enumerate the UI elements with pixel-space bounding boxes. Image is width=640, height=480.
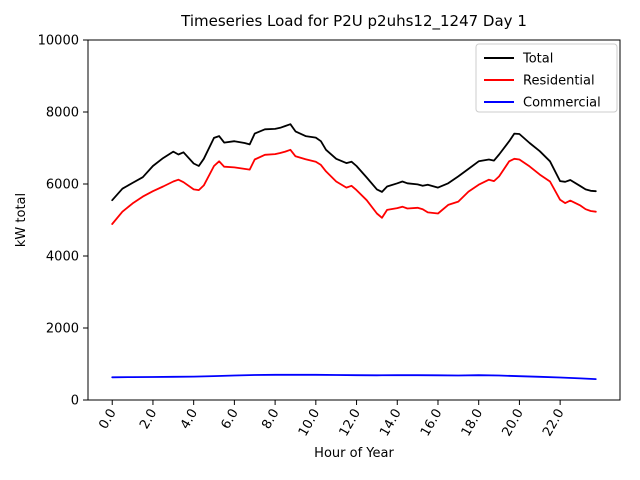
x-tick-label: 4.0 xyxy=(178,407,201,432)
legend-item-commercial: Commercial xyxy=(484,96,601,111)
x-tick-label: 18.0 xyxy=(459,407,486,440)
legend-label-total: Total xyxy=(522,52,553,67)
chart-title: Timeseries Load for P2U p2uhs12_1247 Day… xyxy=(180,12,527,31)
plot-area xyxy=(87,39,621,401)
legend: Total Residential Commercial xyxy=(475,43,618,113)
legend-box xyxy=(475,43,618,113)
legend-item-residential: Residential xyxy=(484,74,595,89)
series-line-total xyxy=(111,123,597,202)
y-axis-ticks: 0 2000 4000 6000 8000 10000 xyxy=(38,34,88,409)
legend-label-residential: Residential xyxy=(523,74,595,89)
y-tick-label: 10000 xyxy=(38,34,79,49)
x-tick-label: 12.0 xyxy=(337,407,364,440)
legend-label-commercial: Commercial xyxy=(523,96,601,111)
y-tick-label: 2000 xyxy=(46,322,79,337)
x-tick-label: 10.0 xyxy=(296,407,323,440)
legend-item-total: Total xyxy=(484,52,553,67)
x-tick-label: 22.0 xyxy=(540,407,567,440)
x-tick-label: 0.0 xyxy=(96,407,119,432)
y-tick-label: 0 xyxy=(71,394,79,409)
x-tick-label: 2.0 xyxy=(137,407,160,432)
x-tick-label: 8.0 xyxy=(259,407,282,432)
series-lines xyxy=(111,123,597,381)
series-line-residential xyxy=(111,148,597,225)
y-tick-label: 6000 xyxy=(46,178,79,193)
x-tick-label: 16.0 xyxy=(418,407,445,440)
x-axis-label: Hour of Year xyxy=(314,446,394,461)
series-line-commercial xyxy=(111,373,597,381)
x-tick-label: 6.0 xyxy=(219,407,242,432)
x-axis-ticks: 0.0 2.0 4.0 6.0 8.0 10.0 12.0 14.0 16.0 18.0 20.0 2… xyxy=(96,400,568,440)
x-tick-label: 14.0 xyxy=(377,407,404,440)
y-tick-label: 8000 xyxy=(46,106,79,121)
x-tick-label: 20.0 xyxy=(499,407,526,440)
y-tick-label: 4000 xyxy=(46,250,79,265)
y-axis-label: kW total xyxy=(14,193,29,247)
